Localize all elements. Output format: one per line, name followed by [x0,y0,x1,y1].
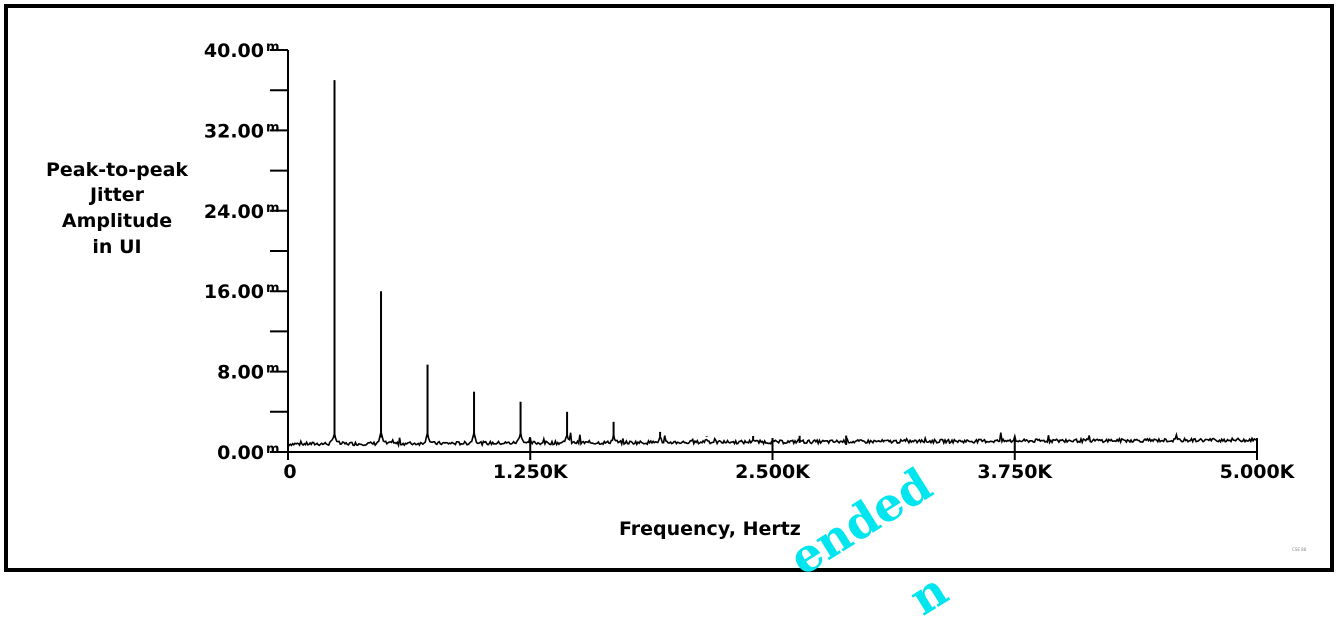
x-tick-label: 2.500K [735,461,811,483]
y-tick-labels: 0.00 m8.00 m16.00 m24.00 m32.00 m40.00 m [204,40,280,464]
y-tick-label: 24.00 [204,201,264,223]
x-tick-label: 5.000K [1220,461,1296,483]
chart-frame [4,4,1334,572]
y-tick-unit: m [266,120,280,135]
y-tick-unit: m [266,362,280,377]
y-tick-unit: m [266,442,280,457]
y-tick-unit: m [266,281,280,296]
footnote-code: CSE 88 [1292,547,1307,552]
spectrum-baseline [287,431,1257,449]
y-tick-unit: m [266,201,280,216]
y-tick-label: 40.00 [204,40,264,62]
y-axis-title-line-4: in UI [92,236,142,258]
x-tick-labels: 0 1.250K 2.500K 3.750K 5.000K [283,461,1295,483]
y-tick-marks [270,49,288,453]
x-tick-label: 1.250K [493,461,569,483]
series [287,80,1257,449]
x-axis-title: Frequency, Hertz [619,518,801,540]
y-axis-title-line-1: Peak-to-peak [45,159,189,181]
y-tick-label: 32.00 [204,120,264,142]
jitter-spectrum-chart: 0.00 m8.00 m16.00 m24.00 m32.00 m40.00 m 0 1.25… [204,40,1296,483]
x-tick-label: 3.750K [977,461,1053,483]
y-tick-unit: m [266,40,280,55]
y-axis-title-line-2: Jitter [89,184,144,206]
y-axis-title-line-3: Amplitude [61,210,173,232]
axes [287,50,1257,460]
y-tick-label: 0.00 [217,442,264,464]
x-tick-label: 0 [283,461,296,483]
y-tick-label: 16.00 [204,281,264,303]
y-tick-label: 8.00 [217,362,264,384]
